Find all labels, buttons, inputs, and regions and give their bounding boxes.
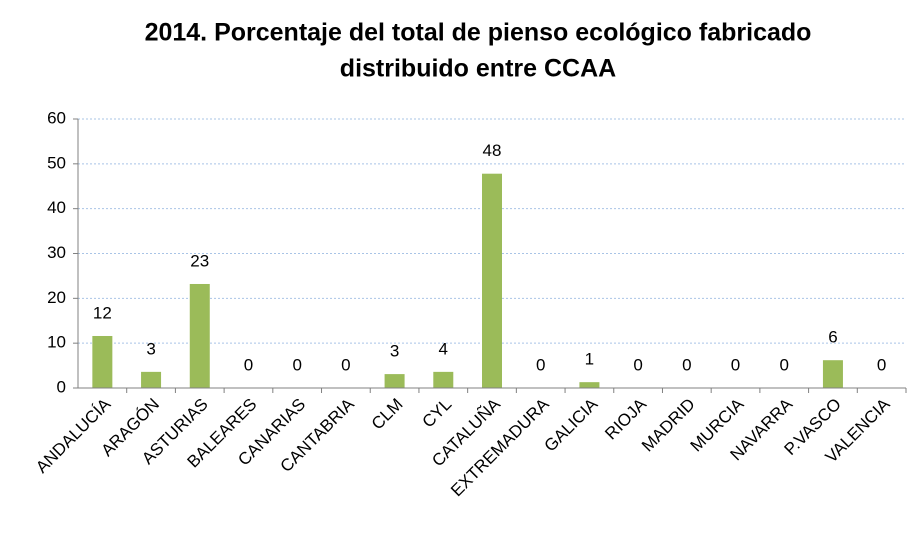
data-label: 1 [585,350,594,369]
y-tick-label: 10 [47,333,66,352]
y-tick-label: 30 [47,243,66,262]
x-tick-label: CYL [418,395,455,432]
data-label: 0 [292,355,301,374]
data-label: 0 [244,355,253,374]
y-tick-label: 40 [47,198,66,217]
chart-title: 2014. Porcentaje del total de pienso eco… [145,19,812,47]
data-label: 12 [93,303,112,322]
x-tick-label: ANDALUCÍA [32,394,115,477]
bar [189,283,210,388]
x-tick-label: CLM [368,395,407,434]
bar [384,374,405,388]
bar [579,382,600,388]
y-tick-label: 50 [47,153,66,172]
data-label: 48 [483,141,502,160]
data-label: 0 [536,355,545,374]
y-tick-label: 0 [57,377,66,396]
x-tick-label: GALICIA [541,394,602,455]
data-label: 23 [190,251,209,270]
bar [822,360,843,388]
data-label: 3 [390,342,399,361]
data-label: 0 [731,355,740,374]
data-label: 6 [828,328,837,347]
y-tick-label: 60 [47,108,66,127]
bar [433,371,454,388]
data-label: 0 [341,355,350,374]
bar [482,173,502,388]
data-label: 3 [146,339,155,358]
data-label: 0 [877,355,886,374]
data-label: 0 [682,355,691,374]
chart-title: distribuido entre CCAA [340,55,616,83]
bar [141,371,162,388]
data-label: 0 [780,355,789,374]
y-tick-label: 20 [47,288,66,307]
bar [92,335,113,388]
data-label: 0 [633,355,642,374]
data-label: 4 [439,339,448,358]
